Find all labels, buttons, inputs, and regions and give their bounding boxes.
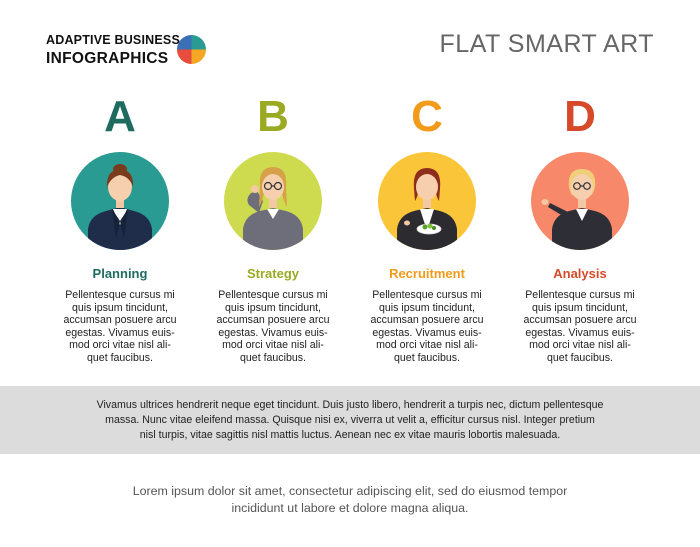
column-recruitment: C Recruitment Pellentesque cursus mi qui… — [351, 92, 503, 365]
column-description: Pellentesque cursus mi quis ipsum tincid… — [63, 289, 177, 364]
summary-band — [0, 386, 700, 454]
column-title: Recruitment — [389, 266, 465, 281]
pie-logo-icon — [176, 34, 207, 65]
woman-with-salad-avatar-icon — [378, 152, 476, 250]
brand-line-1: ADAPTIVE BUSINESS — [46, 33, 180, 47]
column-description: Pellentesque cursus mi quis ipsum tincid… — [523, 289, 637, 364]
brand-title: ADAPTIVE BUSINESS INFOGRAPHICS — [46, 34, 180, 66]
column-letter: C — [411, 92, 443, 141]
column-description: Pellentesque cursus mi quis ipsum tincid… — [216, 289, 330, 364]
brand-line-2: INFOGRAPHICS — [46, 49, 169, 67]
column-letter: D — [564, 92, 596, 141]
thinking-woman-avatar-icon — [224, 152, 322, 250]
presenting-woman-avatar-icon — [531, 152, 629, 250]
summary-band-text: Vivamus ultrices hendrerit neque eget ti… — [96, 399, 604, 441]
column-title: Analysis — [553, 266, 607, 281]
businesswoman-avatar-icon — [71, 152, 169, 250]
column-analysis: D Analysis Pellentesque cursus mi quis i… — [504, 92, 656, 365]
column-letter: B — [257, 92, 289, 141]
footer-text: Lorem ipsum dolor sit amet, consectetur … — [132, 484, 568, 515]
column-title: Planning — [92, 266, 148, 281]
column-description: Pellentesque cursus mi quis ipsum tincid… — [370, 289, 484, 364]
column-planning: A Planning Pellentesque cursus mi quis i… — [44, 92, 196, 365]
page-title: FLAT SMART ART — [439, 30, 654, 58]
column-strategy: B Strategy Pellentesque cursus mi quis i… — [197, 92, 349, 365]
column-letter: A — [104, 92, 136, 141]
column-title: Strategy — [246, 266, 300, 281]
